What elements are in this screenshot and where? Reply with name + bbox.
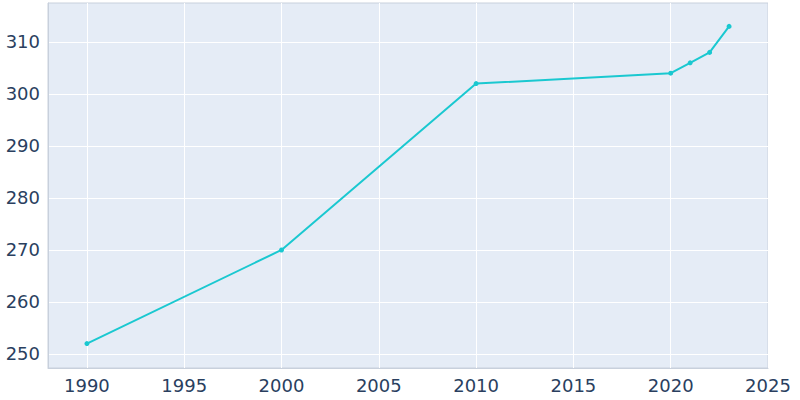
svg-text:270: 270: [6, 239, 40, 260]
svg-text:2015: 2015: [550, 375, 596, 396]
svg-text:290: 290: [6, 135, 40, 156]
svg-text:1995: 1995: [161, 375, 207, 396]
svg-text:2020: 2020: [648, 375, 694, 396]
svg-text:250: 250: [6, 343, 40, 364]
svg-text:2000: 2000: [259, 375, 305, 396]
svg-text:310: 310: [6, 31, 40, 52]
svg-text:300: 300: [6, 83, 40, 104]
svg-text:2010: 2010: [453, 375, 499, 396]
svg-text:2025: 2025: [745, 375, 791, 396]
svg-text:280: 280: [6, 187, 40, 208]
svg-text:1990: 1990: [64, 375, 110, 396]
svg-text:260: 260: [6, 291, 40, 312]
svg-text:2005: 2005: [356, 375, 402, 396]
